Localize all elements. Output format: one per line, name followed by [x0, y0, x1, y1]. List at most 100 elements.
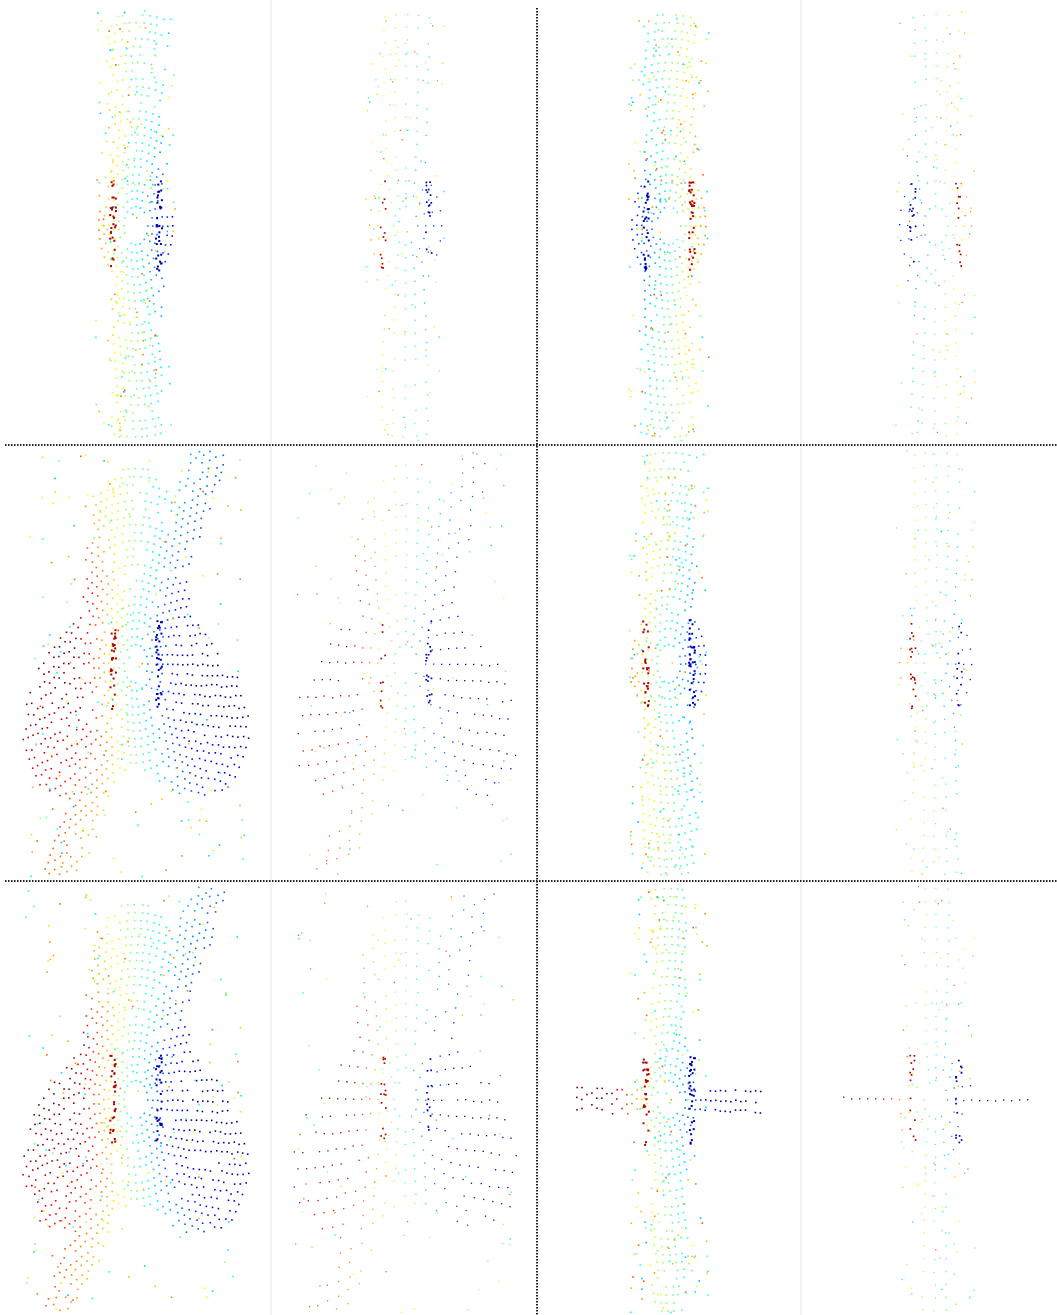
point	[915, 121, 916, 122]
point	[112, 628, 114, 630]
point	[247, 715, 249, 717]
point	[693, 862, 695, 864]
point	[696, 27, 698, 29]
point	[131, 1000, 133, 1002]
point	[85, 1054, 87, 1056]
point	[958, 96, 959, 97]
point	[958, 109, 959, 110]
point	[636, 228, 638, 230]
point	[218, 1162, 220, 1164]
point	[918, 653, 919, 654]
point	[164, 777, 166, 779]
point	[684, 832, 686, 834]
point	[945, 595, 946, 596]
point	[899, 662, 900, 663]
point	[629, 103, 631, 105]
point	[914, 520, 915, 521]
point	[642, 799, 644, 801]
point	[60, 762, 62, 764]
point	[123, 272, 125, 274]
point	[77, 697, 79, 699]
point	[129, 1024, 131, 1026]
point	[144, 404, 146, 406]
point	[672, 730, 674, 732]
point	[461, 486, 462, 487]
point	[684, 805, 686, 807]
point	[380, 227, 382, 229]
point	[133, 394, 135, 396]
point	[913, 689, 915, 691]
point	[397, 620, 398, 621]
point	[221, 736, 223, 738]
point	[682, 751, 684, 753]
point	[380, 658, 382, 660]
point	[666, 110, 668, 112]
point	[644, 170, 646, 172]
point	[676, 18, 678, 20]
point	[445, 766, 446, 767]
point	[415, 294, 416, 295]
point	[457, 664, 458, 665]
point	[689, 401, 691, 403]
point	[239, 459, 241, 461]
point	[141, 532, 143, 534]
point	[161, 966, 163, 968]
point	[227, 1110, 229, 1112]
point	[75, 1123, 77, 1125]
point	[41, 728, 43, 730]
point	[87, 547, 89, 549]
point	[418, 491, 419, 492]
point	[691, 830, 693, 832]
point	[131, 1008, 133, 1010]
point	[936, 545, 937, 546]
point	[187, 664, 189, 666]
point	[142, 200, 144, 202]
point	[31, 749, 33, 751]
point	[136, 1190, 138, 1192]
point	[116, 1150, 118, 1152]
point	[336, 761, 337, 762]
point	[956, 202, 958, 204]
point	[160, 646, 162, 648]
point	[417, 53, 418, 54]
point	[142, 324, 144, 326]
point	[385, 121, 386, 122]
point	[231, 685, 233, 687]
point	[366, 266, 367, 267]
point	[384, 181, 386, 183]
point	[665, 492, 667, 494]
point	[308, 765, 309, 766]
point	[451, 602, 452, 603]
point	[661, 428, 663, 430]
point	[87, 752, 89, 754]
point	[90, 1167, 92, 1169]
point	[630, 67, 632, 69]
point	[126, 993, 128, 995]
point	[694, 486, 696, 488]
point	[83, 1044, 85, 1046]
point	[149, 300, 151, 302]
point	[141, 687, 143, 689]
point	[116, 622, 118, 624]
point	[668, 198, 670, 200]
point	[707, 488, 709, 490]
point	[641, 432, 643, 434]
point	[112, 116, 114, 118]
point	[655, 305, 657, 307]
point	[960, 134, 961, 135]
point	[688, 377, 690, 379]
point	[187, 614, 189, 616]
point	[92, 1017, 94, 1019]
point	[683, 776, 685, 778]
point	[177, 664, 179, 666]
point	[128, 30, 130, 32]
point	[690, 182, 692, 184]
point	[660, 356, 662, 358]
point	[174, 538, 176, 540]
point	[427, 680, 429, 682]
point	[159, 629, 161, 631]
point	[962, 743, 963, 744]
point	[676, 135, 678, 137]
point	[75, 824, 77, 826]
point	[694, 661, 696, 663]
